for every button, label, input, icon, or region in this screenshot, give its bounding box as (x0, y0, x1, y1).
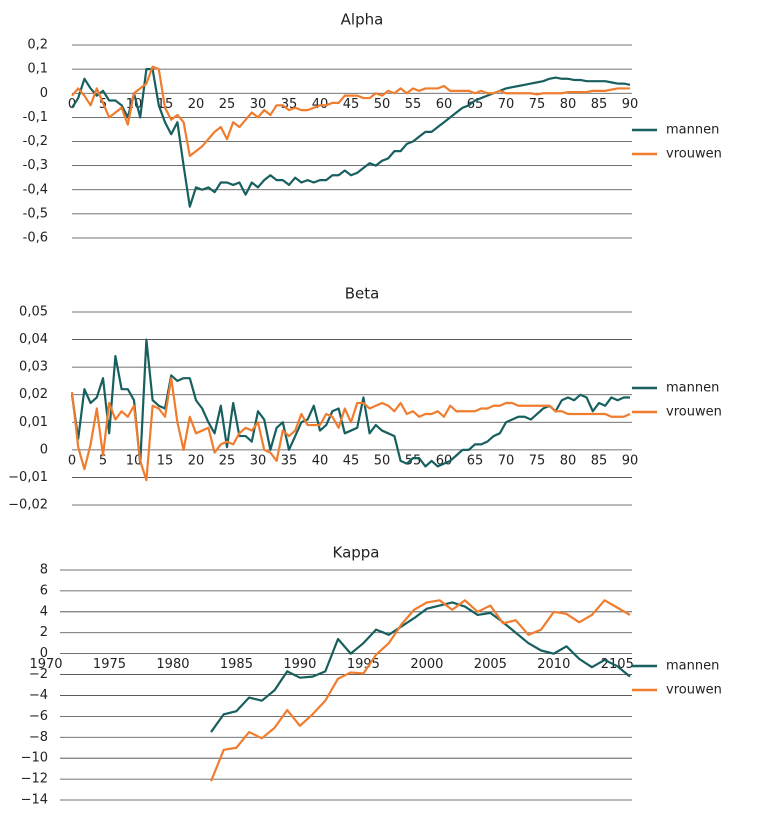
y-tick-label: 0,05 (19, 305, 48, 320)
x-tick-label: 75 (529, 453, 546, 468)
x-tick-label: 1985 (220, 657, 253, 672)
x-tick-label: 20 (188, 97, 205, 112)
y-tick-label: -0,2 (23, 134, 48, 149)
series-line (70, 338, 630, 468)
legend-label: vrouwen (666, 683, 722, 698)
y-tick-label: 0 (40, 646, 48, 661)
series-line (71, 68, 631, 208)
x-tick-label: 35 (281, 453, 298, 468)
y-tick-label: 0,04 (19, 332, 48, 347)
x-tick-label: 50 (374, 453, 391, 468)
y-tick-label: 2 (40, 625, 48, 640)
y-tick-label: −0,02 (8, 498, 48, 513)
x-tick-label: 20 (188, 453, 205, 468)
chart-title: Alpha (341, 11, 384, 29)
x-tick-label: 2005 (474, 657, 507, 672)
x-tick-label: 65 (467, 453, 484, 468)
x-tick-label: 2010 (537, 657, 570, 672)
legend-label: vrouwen (666, 147, 722, 162)
x-tick-label: 25 (219, 97, 236, 112)
chart-title: Kappa (333, 544, 380, 562)
x-tick-label: 40 (312, 453, 329, 468)
y-tick-label: 6 (40, 583, 48, 598)
x-tick-label: 85 (591, 453, 608, 468)
x-tick-label: 1980 (156, 657, 189, 672)
chart-title: Beta (345, 285, 380, 303)
x-tick-label: 1995 (347, 657, 380, 672)
x-tick-label: 55 (405, 453, 422, 468)
series-line (210, 599, 631, 782)
legend-label: vrouwen (666, 405, 722, 420)
y-tick-label: −2 (29, 667, 48, 682)
x-tick-label: 25 (219, 453, 236, 468)
y-tick-label: -0,1 (23, 110, 48, 125)
x-tick-label: 65 (467, 97, 484, 112)
y-tick-label: 0,1 (27, 62, 48, 77)
x-tick-label: 55 (405, 97, 422, 112)
x-tick-label: 85 (591, 97, 608, 112)
x-tick-label: 0 (68, 453, 76, 468)
x-tick-label: 90 (622, 97, 639, 112)
y-tick-label: −14 (21, 793, 48, 808)
y-tick-label: −4 (29, 688, 48, 703)
x-tick-label: 70 (498, 97, 515, 112)
x-tick-label: 30 (250, 453, 267, 468)
y-tick-label: 0,2 (27, 38, 48, 53)
x-tick-label: 1970 (29, 657, 62, 672)
legend-label: mannen (666, 123, 719, 138)
y-tick-label: -0,3 (23, 158, 48, 173)
x-tick-label: 1990 (283, 657, 316, 672)
x-tick-label: 75 (529, 97, 546, 112)
x-tick-label: 2000 (410, 657, 443, 672)
y-tick-label: 0,03 (19, 360, 48, 375)
y-tick-label: 0 (40, 86, 48, 101)
x-tick-label: 10 (126, 453, 143, 468)
x-tick-label: 45 (343, 97, 360, 112)
x-tick-label: 15 (157, 453, 174, 468)
x-tick-label: 80 (560, 97, 577, 112)
x-tick-label: 90 (622, 453, 639, 468)
y-tick-label: -0,6 (23, 231, 48, 246)
series-line (71, 65, 630, 158)
series-line (70, 377, 631, 482)
y-tick-label: −6 (29, 709, 48, 724)
y-tick-label: -0,4 (23, 182, 48, 197)
y-tick-label: −8 (29, 730, 48, 745)
y-tick-label: -0,5 (23, 206, 48, 221)
x-tick-label: 10 (126, 97, 143, 112)
legend-label: mannen (666, 659, 719, 674)
y-tick-label: 0,02 (19, 387, 48, 402)
y-tick-label: 8 (40, 563, 48, 578)
x-tick-label: 1975 (93, 657, 126, 672)
x-tick-label: 60 (436, 97, 453, 112)
y-tick-label: −10 (21, 751, 48, 766)
y-tick-label: 0,01 (19, 415, 48, 430)
series-line (210, 601, 631, 733)
legend-label: mannen (666, 381, 719, 396)
y-tick-label: −12 (21, 772, 48, 787)
y-tick-label: 0 (40, 442, 48, 457)
x-tick-label: 30 (250, 97, 267, 112)
x-tick-label: 70 (498, 453, 515, 468)
x-tick-label: 45 (343, 453, 360, 468)
y-tick-label: −0,01 (8, 470, 48, 485)
y-tick-label: 4 (40, 604, 48, 619)
x-tick-label: 5 (99, 453, 107, 468)
x-tick-label: 80 (560, 453, 577, 468)
x-tick-label: 50 (374, 97, 391, 112)
x-tick-label: 0 (68, 97, 76, 112)
